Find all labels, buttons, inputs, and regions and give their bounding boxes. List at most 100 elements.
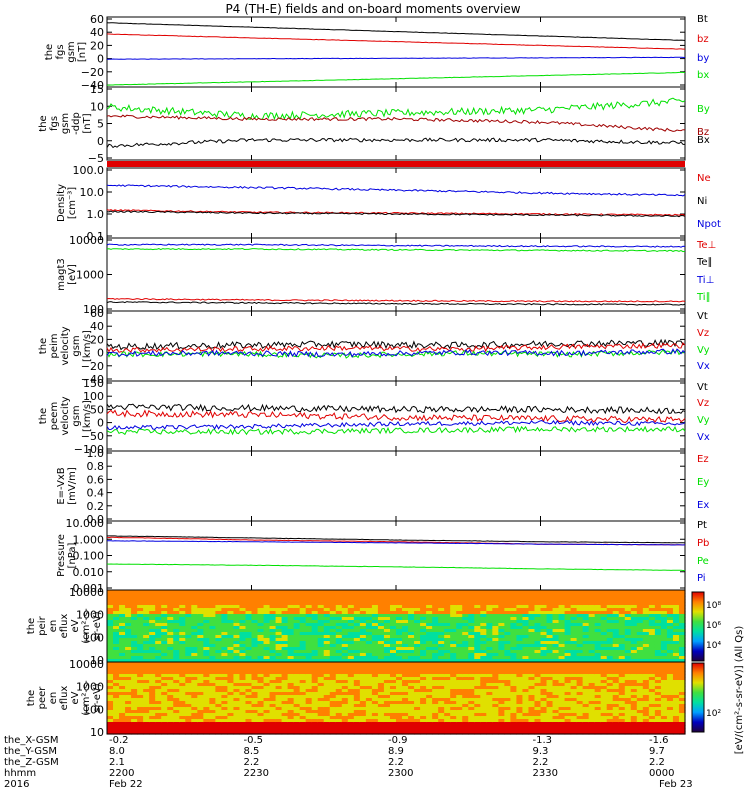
heatmap-cell (287, 617, 295, 621)
heatmap-cell (305, 704, 313, 708)
heatmap-cell (438, 593, 445, 597)
heatmap-cell (486, 689, 493, 693)
heatmap-cell (143, 611, 150, 615)
heatmap-cell (522, 617, 530, 621)
heatmap-cell (420, 704, 427, 708)
heatmap-cell (275, 641, 283, 645)
heatmap-cell (534, 632, 542, 636)
heatmap-cell (606, 626, 614, 630)
heatmap-cell (486, 623, 493, 627)
heatmap-cell (648, 638, 656, 642)
heatmap-cell (630, 617, 638, 621)
heatmap-cell (432, 635, 439, 639)
heatmap-cell (612, 728, 620, 732)
heatmap-cell (396, 680, 403, 684)
colorbar-top (691, 591, 705, 662)
series-fgs_dsl-2 (106, 137, 685, 149)
heatmap-cell (504, 659, 511, 663)
heatmap-cell (215, 731, 222, 735)
heatmap-cell (426, 728, 433, 732)
heatmap-cell (347, 647, 355, 651)
heatmap-cell (660, 641, 668, 645)
heatmap-cell (191, 638, 198, 642)
heatmap-cell (299, 632, 307, 636)
heatmap-cell (377, 731, 385, 735)
heatmap-cell (540, 608, 548, 612)
heatmap-cell (636, 599, 644, 603)
heatmap-cell (666, 602, 674, 606)
heatmap-cell (618, 710, 626, 714)
heatmap-cell (426, 674, 433, 678)
heatmap-cell (486, 617, 493, 621)
heatmap-cell (359, 677, 367, 681)
heatmap-cell (426, 605, 433, 609)
heatmap-cell (558, 632, 566, 636)
heatmap-cell (161, 731, 168, 735)
heatmap-cell (624, 674, 632, 678)
heatmap-cell (426, 644, 433, 648)
heatmap-cell (498, 689, 505, 693)
heatmap-cell (335, 641, 343, 645)
heatmap-cell (179, 635, 186, 639)
heatmap-cell (347, 689, 355, 693)
heatmap-cell (468, 722, 475, 726)
heatmap-cell (552, 653, 560, 657)
series-density-1 (106, 210, 686, 218)
heatmap-cell (636, 593, 644, 597)
heatmap-cell (113, 683, 120, 687)
heatmap-cell (582, 611, 590, 615)
heatmap-cell (564, 632, 572, 636)
heatmap-cell (678, 662, 686, 666)
heatmap-cell (600, 704, 608, 708)
heatmap-cell (660, 716, 668, 720)
heatmap-cell (131, 665, 138, 669)
heatmap-cell (522, 641, 530, 645)
heatmap-cell (155, 623, 162, 627)
heatmap-cell (389, 704, 397, 708)
heatmap-cell (323, 611, 331, 615)
heatmap-cell (371, 722, 379, 726)
heatmap-cell (594, 593, 602, 597)
heatmap-cell (456, 617, 463, 621)
heatmap-cell (317, 722, 325, 726)
heatmap-cell (227, 632, 235, 636)
heatmap-cell (245, 593, 253, 597)
heatmap-cell (257, 686, 265, 690)
heatmap-cell (185, 677, 192, 681)
heatmap-cell (552, 599, 560, 603)
heatmap-cell (576, 656, 584, 660)
heatmap-cell (396, 602, 403, 606)
heatmap-cell (197, 626, 204, 630)
heatmap-cell (317, 674, 325, 678)
heatmap-cell (239, 638, 247, 642)
heatmap-cell (173, 605, 180, 609)
heatmap-cell (329, 680, 337, 684)
heatmap-cell (269, 731, 277, 735)
heatmap-cell (185, 614, 192, 618)
heatmap-cell (173, 686, 180, 690)
heatmap-cell (420, 689, 427, 693)
heatmap-cell (365, 599, 373, 603)
heatmap-cell (341, 689, 349, 693)
heatmap-cell (251, 668, 259, 672)
heatmap-cell (161, 689, 168, 693)
heatmap-cell (576, 716, 584, 720)
heatmap-cell (396, 608, 403, 612)
heatmap-cell (329, 728, 337, 732)
heatmap-cell (329, 602, 337, 606)
heatmap-cell (389, 695, 397, 699)
heatmap-cell (167, 710, 174, 714)
heatmap-cell (606, 701, 614, 705)
heatmap-cell (311, 656, 319, 660)
heatmap-cell (257, 710, 265, 714)
heatmap-cell (257, 596, 265, 600)
heatmap-cell (510, 662, 518, 666)
heatmap-cell (149, 731, 156, 735)
heatmap-cell (450, 701, 457, 705)
heatmap-cell (239, 641, 247, 645)
heatmap-cell (287, 632, 295, 636)
heatmap-cell (450, 647, 457, 651)
heatmap-cell (281, 668, 289, 672)
heatmap-cell (143, 725, 150, 729)
heatmap-cell (534, 692, 542, 696)
